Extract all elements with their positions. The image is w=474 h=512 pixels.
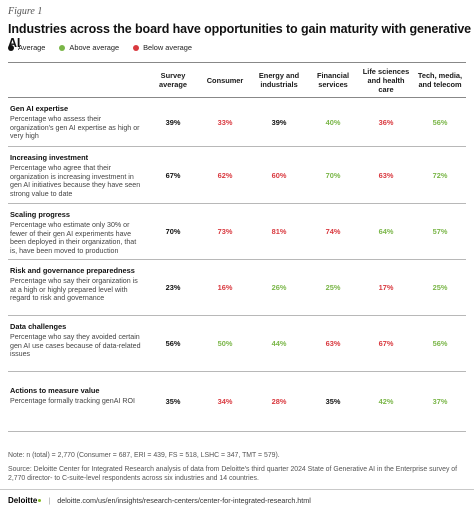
table-cell: 67% <box>378 339 394 348</box>
legend: Average Above average Below average <box>8 43 192 52</box>
row-description: Percentage who say their organization is… <box>10 277 138 303</box>
legend-label: Below average <box>143 43 193 52</box>
table-cell: 60% <box>271 170 287 180</box>
table-cell: 16% <box>217 283 233 292</box>
table-cell: 70% <box>165 227 181 236</box>
table-cell: 23% <box>165 283 181 292</box>
table-cell: 62% <box>217 170 233 180</box>
table-cell: 57% <box>432 227 448 236</box>
table-cell: 33% <box>217 117 233 127</box>
row-label: Risk and governance preparedness Percent… <box>8 260 146 315</box>
table-cell: 25% <box>432 283 448 292</box>
deloitte-logo: Deloitte <box>8 496 42 505</box>
table-header: Survey average Consumer Energy and indus… <box>8 62 466 98</box>
figure-title: Industries across the board have opportu… <box>8 22 472 50</box>
row-title: Actions to measure value <box>10 386 100 395</box>
table-cell: 81% <box>271 227 287 236</box>
row-title: Data challenges <box>10 322 67 331</box>
legend-item-average: Average <box>8 43 45 52</box>
footnote: Note: n (total) = 2,770 (Consumer = 687,… <box>8 452 280 459</box>
table-cell: 63% <box>378 170 394 180</box>
row-description: Percentage who say they avoided certain … <box>10 333 141 359</box>
source-note: Source: Deloitte Center for Integrated R… <box>8 466 458 482</box>
table-cell: 17% <box>378 283 394 292</box>
column-header: Energy and industrials <box>258 71 300 89</box>
footer-separator: | <box>48 496 51 505</box>
table-cell: 40% <box>325 117 341 127</box>
table-cell: 42% <box>378 397 394 406</box>
figure-label: Figure 1 <box>8 6 43 17</box>
row-label: Actions to measure value Percentage form… <box>8 372 146 431</box>
logo-dot-icon <box>38 499 42 502</box>
table-cell: 72% <box>432 170 448 180</box>
above-dot-icon <box>59 44 66 51</box>
table-row: Data challenges Percentage who say they … <box>8 316 466 372</box>
legend-item-above: Above average <box>59 43 119 52</box>
table-cell: 28% <box>271 397 287 406</box>
table-row: Scaling progress Percentage who estimate… <box>8 204 466 260</box>
table-cell: 63% <box>325 339 341 348</box>
legend-label: Above average <box>69 43 120 52</box>
table-cell: 35% <box>325 397 341 406</box>
row-label: Increasing investment Percentage who agr… <box>8 147 146 203</box>
row-title: Gen AI expertise <box>10 104 69 113</box>
table-cell: 73% <box>217 227 233 236</box>
column-header: Survey average <box>159 71 187 89</box>
row-label: Data challenges Percentage who say they … <box>8 316 146 371</box>
table-cell: 39% <box>165 117 181 127</box>
column-header: Tech, media, and telecom <box>417 71 463 89</box>
table-cell: 26% <box>271 283 287 292</box>
table-cell: 56% <box>432 339 448 348</box>
table-cell: 70% <box>325 170 341 180</box>
table-cell: 50% <box>217 339 233 348</box>
row-title: Scaling progress <box>10 210 70 219</box>
table-cell: 44% <box>271 339 287 348</box>
row-title: Risk and governance preparedness <box>10 266 135 275</box>
table-cell: 36% <box>378 117 394 127</box>
footer-divider <box>0 489 474 490</box>
table-cell: 56% <box>165 339 181 348</box>
table-cell: 56% <box>432 117 448 127</box>
logo-text: Deloitte <box>8 496 38 505</box>
table-cell: 67% <box>165 170 181 180</box>
footer-url-link[interactable]: deloitte.com/us/en/insights/research-cen… <box>57 496 311 505</box>
table-row: Actions to measure value Percentage form… <box>8 372 466 432</box>
average-dot-icon <box>8 44 14 51</box>
row-description: Percentage who assess their organization… <box>10 115 140 141</box>
column-header: Financial services <box>316 71 350 89</box>
row-title: Increasing investment <box>10 153 89 162</box>
table-cell: 25% <box>325 283 341 292</box>
row-description: Percentage formally tracking genAI ROI <box>10 397 135 405</box>
row-description: Percentage who agree that their organiza… <box>10 164 141 199</box>
row-label: Scaling progress Percentage who estimate… <box>8 204 146 259</box>
comparison-table: Survey average Consumer Energy and indus… <box>8 62 466 432</box>
table-cell: 64% <box>378 227 394 236</box>
table-cell: 39% <box>271 117 287 127</box>
legend-item-below: Below average <box>133 43 192 52</box>
table-cell: 34% <box>217 397 233 406</box>
table-cell: 74% <box>325 227 341 236</box>
column-header: Consumer <box>206 75 244 85</box>
table-row: Risk and governance preparedness Percent… <box>8 260 466 316</box>
legend-label: Average <box>18 43 46 52</box>
table-cell: 35% <box>165 397 181 406</box>
row-label: Gen AI expertise Percentage who assess t… <box>8 98 146 146</box>
column-header: Life sciences and health care <box>362 66 410 94</box>
footer: Deloitte | deloitte.com/us/en/insights/r… <box>8 496 311 505</box>
below-dot-icon <box>133 44 140 51</box>
row-description: Percentage who estimate only 30% or fewe… <box>10 221 137 256</box>
table-row: Gen AI expertise Percentage who assess t… <box>8 98 466 147</box>
table-row: Increasing investment Percentage who agr… <box>8 147 466 204</box>
table-cell: 37% <box>432 397 448 406</box>
